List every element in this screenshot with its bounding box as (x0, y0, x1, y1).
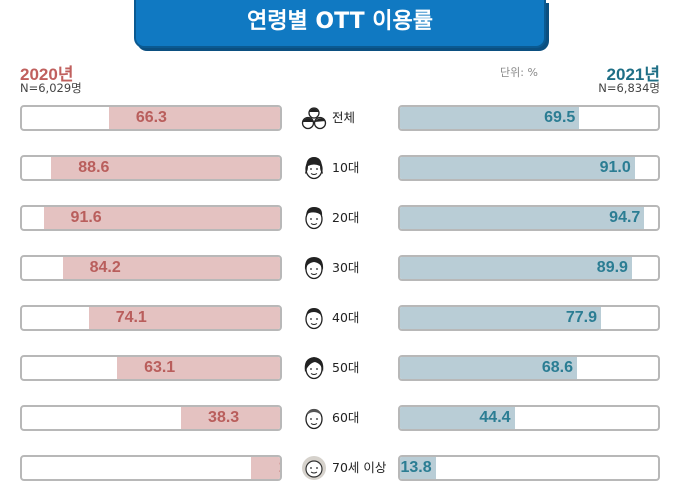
bar-2020 (181, 407, 280, 429)
data-label-2021: 77.9 (565, 309, 597, 326)
unit-label: 단위: % (500, 66, 538, 79)
data-label-2021: 89.9 (596, 259, 628, 276)
bar-track-2020: 74.1 (20, 305, 282, 331)
bar-2021 (400, 107, 580, 129)
bar-track-2020: 38.3 (20, 405, 282, 431)
category-label: 70세 이상 (332, 460, 387, 475)
bar-track-2021: 68.6 (398, 355, 660, 381)
data-label-2020: 11.3 (279, 457, 280, 479)
fifties-face-icon (300, 354, 328, 382)
data-label-2021: 68.6 (541, 359, 573, 376)
bar-2020 (88, 307, 280, 329)
bar-track-2021: 89.9 (398, 255, 660, 281)
bar-2021 (400, 207, 645, 229)
category-label: 10대 (332, 160, 360, 175)
bar-2020 (250, 457, 280, 479)
data-label-2020: 91.6 (70, 209, 102, 226)
bar-track-2021: 44.4 (398, 405, 660, 431)
data-label-2020: 84.2 (89, 259, 121, 276)
bar-track-2020: 88.6 (20, 155, 282, 181)
category-label: 전체 (332, 110, 356, 125)
bar-track-2020: 11.3 (20, 455, 282, 481)
bar-2020 (43, 207, 280, 229)
bar-track-2021: 13.8 (398, 455, 660, 481)
bar-track-2021: 77.9 (398, 305, 660, 331)
senior-face-icon (300, 454, 328, 482)
data-label-2020: 88.6 (78, 159, 110, 176)
bar-2021 (400, 307, 601, 329)
teen-face-icon (300, 154, 328, 182)
bar-track-2021: 91.0 (398, 155, 660, 181)
forties-face-icon (300, 304, 328, 332)
data-label-2020: 63.1 (144, 359, 176, 376)
bar-track-2020: 84.2 (20, 255, 282, 281)
group-faces-icon (300, 104, 328, 132)
bar-2021 (400, 257, 632, 279)
bar-2021 (400, 457, 436, 479)
data-label-2021: 13.8 (400, 459, 432, 476)
category-label: 30대 (332, 260, 360, 275)
bar-2020 (117, 357, 280, 379)
category-label: 50대 (332, 360, 360, 375)
bar-2021 (400, 407, 515, 429)
category-label: 20대 (332, 210, 360, 225)
data-label-2020: 38.3 (208, 409, 240, 426)
data-label-2021: 69.5 (544, 109, 576, 126)
bar-2020 (51, 157, 280, 179)
bar-2021 (400, 157, 635, 179)
thirties-face-icon (300, 254, 328, 282)
bar-2020 (62, 257, 280, 279)
data-label-2021: 44.4 (479, 409, 511, 426)
sixties-face-icon (300, 404, 328, 432)
category-label: 40대 (332, 310, 360, 325)
bar-track-2021: 94.7 (398, 205, 660, 231)
data-label-2020: 66.3 (135, 109, 167, 126)
data-label-2020: 74.1 (115, 309, 147, 326)
year-2021-label: 2021년 (606, 65, 660, 84)
bar-track-2020: 66.3 (20, 105, 282, 131)
data-label-2021: 91.0 (599, 159, 631, 176)
bar-2020 (108, 107, 280, 129)
bar-2021 (400, 357, 577, 379)
bar-track-2020: 63.1 (20, 355, 282, 381)
data-label-2021: 94.7 (609, 209, 641, 226)
twenties-face-icon (300, 204, 328, 232)
category-label: 60대 (332, 410, 360, 425)
bar-track-2021: 69.5 (398, 105, 660, 131)
year-2020-label: 2020년 (20, 65, 74, 84)
sample-size-2020: N=6,029명 (20, 81, 82, 95)
bar-track-2020: 91.6 (20, 205, 282, 231)
sample-size-2021: N=6,834명 (598, 81, 660, 95)
chart-title: 연령별 OTT 이용률 (134, 0, 546, 48)
